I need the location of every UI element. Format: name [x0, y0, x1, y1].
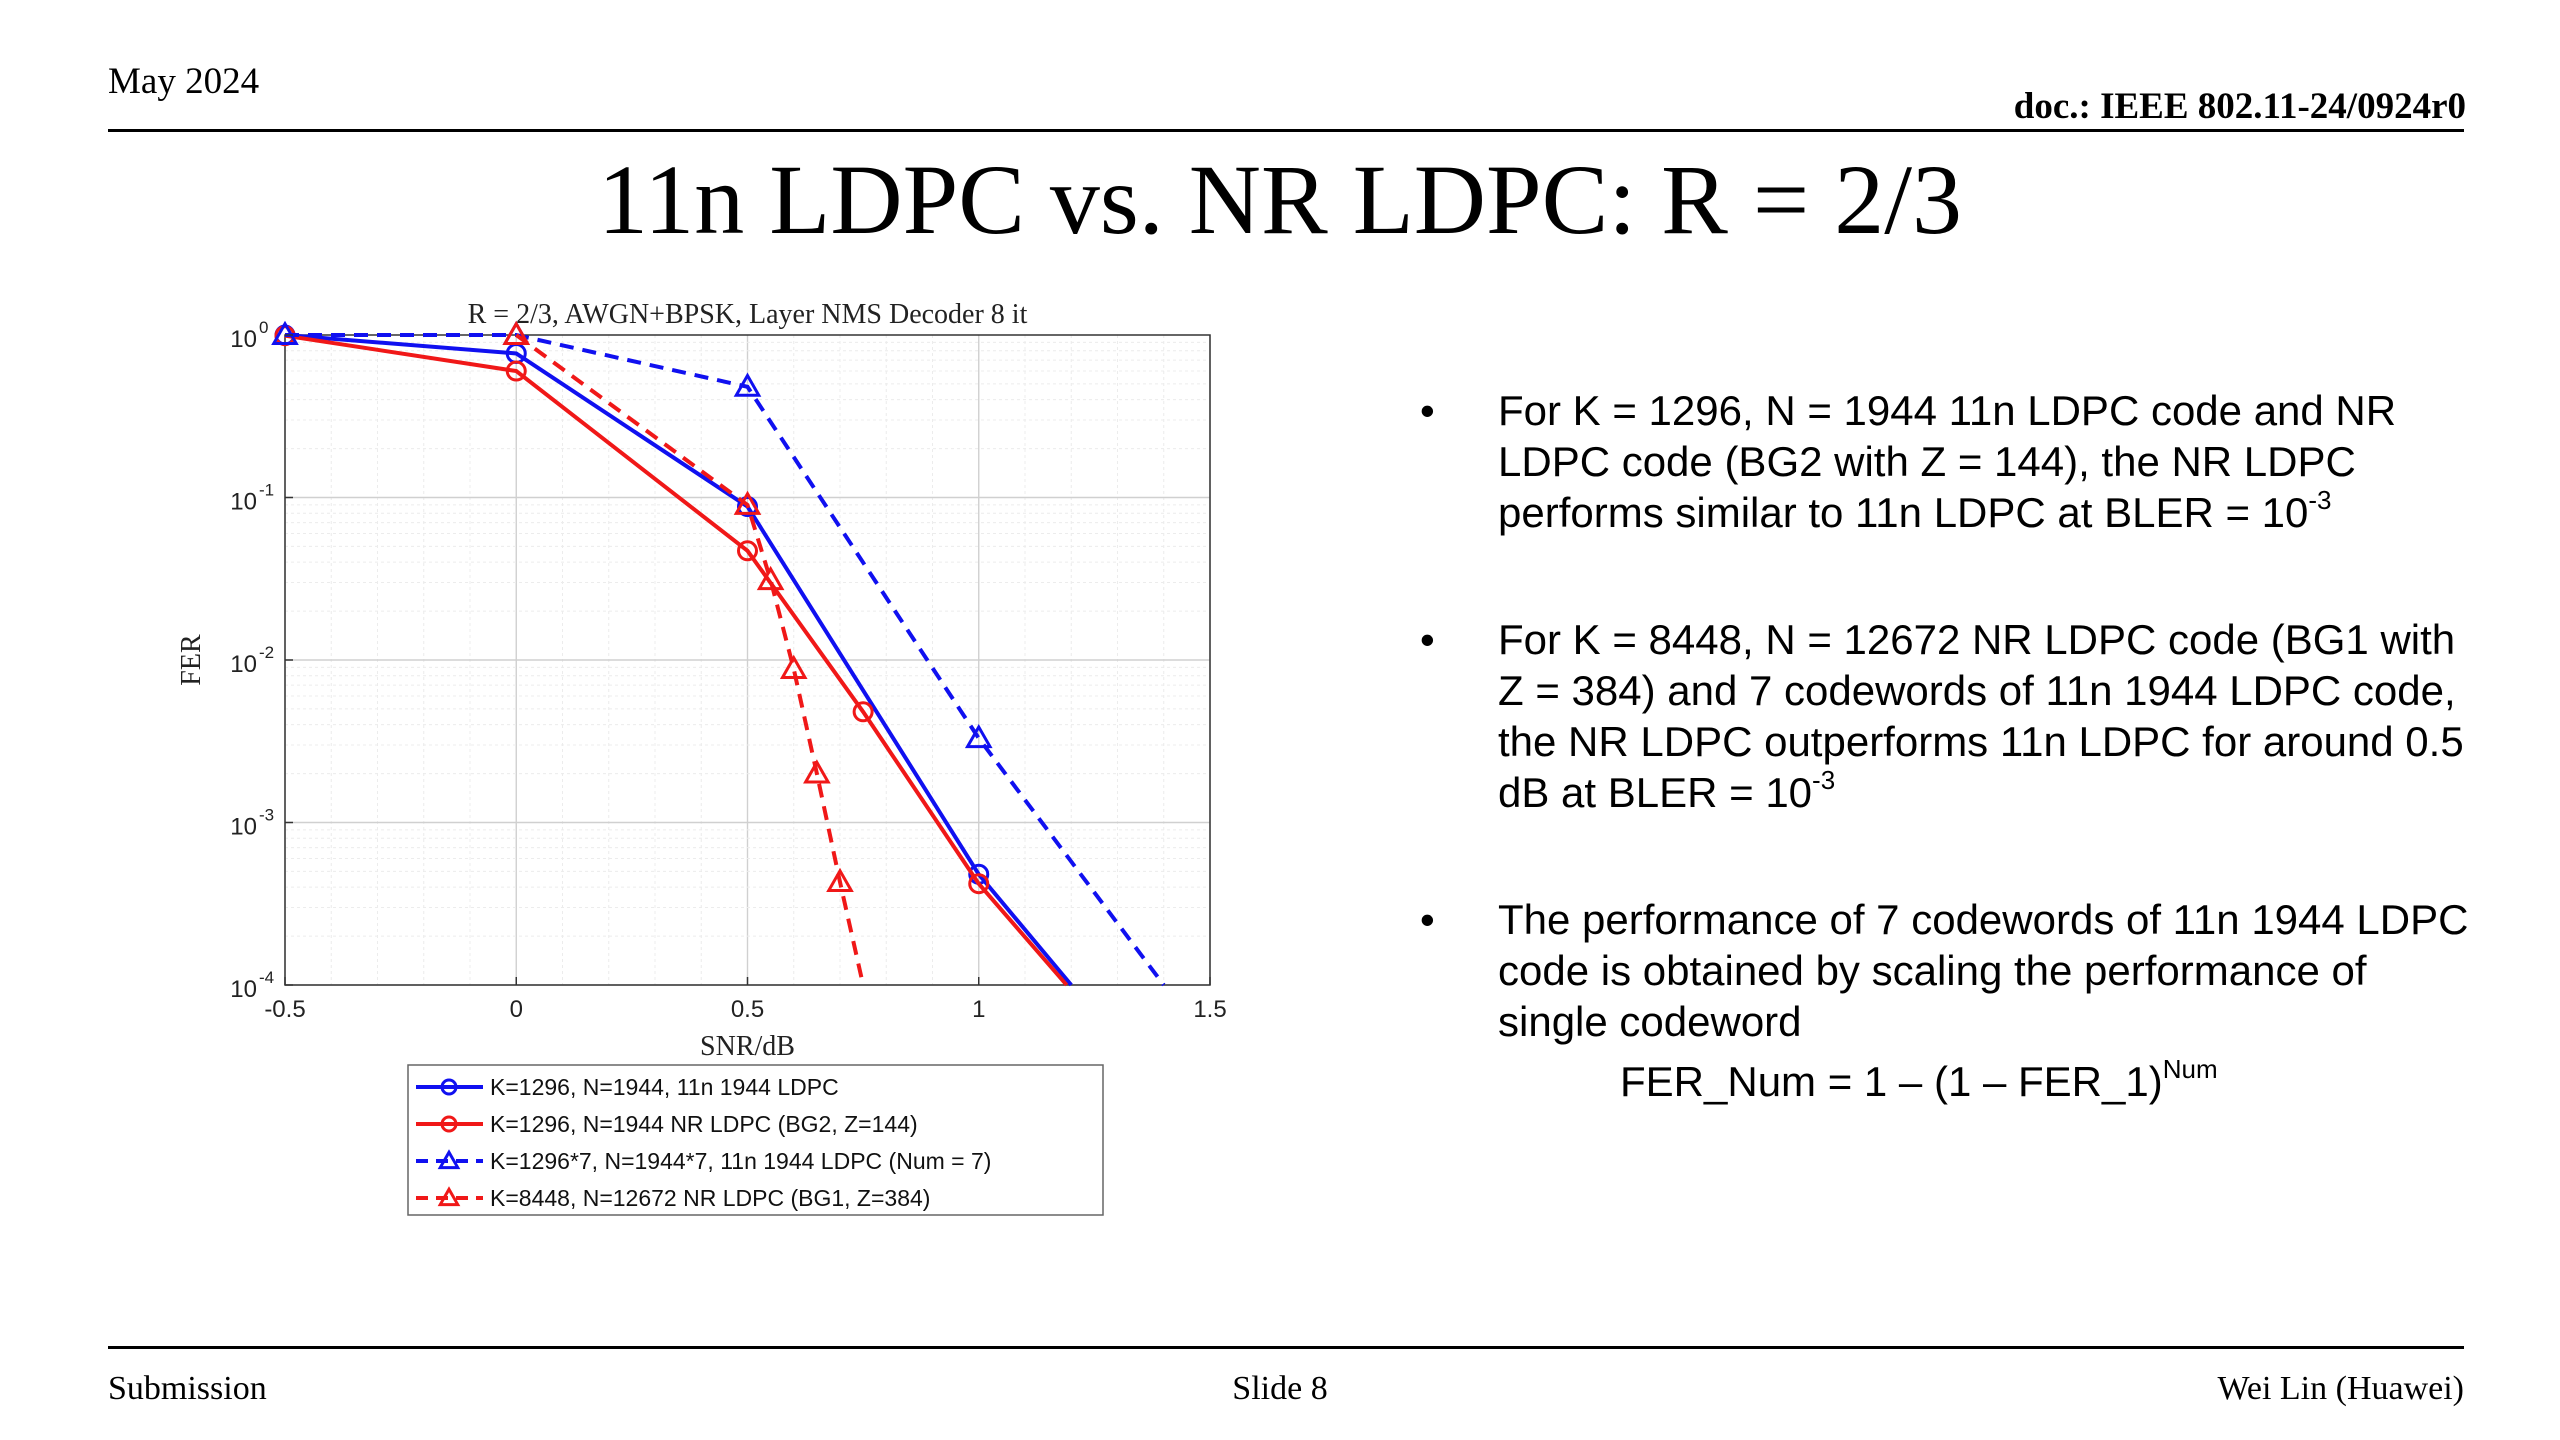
- y-tick-exponent: -1: [259, 481, 274, 500]
- data-point-circle: [852, 701, 874, 723]
- data-point-triangle: [271, 320, 299, 345]
- legend-box: [407, 1064, 1104, 1216]
- chart-legend: K=1296, N=1944, 11n 1944 LDPC K=1296, N=1…: [407, 1064, 1104, 1216]
- x-tick-label: -0.5: [264, 996, 305, 1023]
- data-point-circle: [440, 1078, 458, 1096]
- header-doc-id: doc.: IEEE 802.11-24/0924r0: [2013, 86, 2466, 127]
- header-date: May 2024: [108, 61, 260, 102]
- y-tick-label: 10: [230, 976, 257, 1003]
- bullet-item: • For K = 8448, N = 12672 NR LDPC code (…: [1420, 614, 2480, 818]
- series-line: [515, 333, 866, 986]
- y-tick-label: 10: [230, 651, 257, 678]
- x-tick-label: 0.5: [731, 996, 764, 1023]
- y-tick-exponent: 0: [259, 318, 268, 337]
- x-tick-label: 0: [510, 996, 523, 1023]
- bullet-item: • For K = 1296, N = 1944 11n LDPC code a…: [1420, 385, 2480, 538]
- data-point-triangle: [437, 1149, 461, 1170]
- bullet-superscript: -3: [1812, 765, 1836, 795]
- chart-title: R = 2/3, AWGN+BPSK, Layer NMS Decoder 8 …: [468, 299, 1028, 330]
- data-point-circle: [737, 540, 758, 562]
- formula-superscript: Num: [2162, 1054, 2218, 1084]
- y-tick-exponent: -4: [259, 968, 274, 987]
- formula: FER_Num = 1 – (1 – FER_1)Num: [1620, 1056, 2218, 1106]
- series-line: [285, 333, 1166, 987]
- slide-title: 11n LDPC vs. NR LDPC: R = 2/3: [597, 144, 1962, 255]
- chart-y-axis-label: FER: [176, 634, 207, 686]
- data-point-triangle: [803, 759, 831, 784]
- x-tick-label: 1.5: [1193, 996, 1226, 1023]
- footer-submission: Submission: [108, 1370, 267, 1407]
- bullet-superscript: -3: [2308, 485, 2332, 515]
- y-tick-label: 10: [230, 489, 257, 516]
- bullet-text: The performance of 7 codewords of 11n 19…: [1498, 896, 2469, 1045]
- bullet-marker: •: [1420, 387, 1435, 434]
- legend-label: K=8448, N=12672 NR LDPC (BG1, Z=384): [490, 1185, 930, 1211]
- data-point-circle: [505, 360, 527, 382]
- bullet-text: For K = 8448, N = 12672 NR LDPC code (BG…: [1498, 616, 2464, 816]
- data-point-triangle: [964, 723, 993, 749]
- data-point-triangle: [733, 490, 762, 515]
- footer-author: Wei Lin (Huawei): [2217, 1370, 2465, 1407]
- legend-label: K=1296, N=1944 NR LDPC (BG2, Z=144): [490, 1111, 918, 1137]
- data-point-triangle: [502, 320, 531, 345]
- data-point-triangle: [437, 1186, 461, 1207]
- y-tick-exponent: -3: [259, 806, 274, 825]
- bullet-marker: •: [1420, 616, 1435, 663]
- series-2: [274, 325, 1069, 987]
- series-line: [284, 333, 1069, 987]
- data-point-circle: [968, 873, 990, 895]
- footer-slide-number: Slide 8: [1232, 1370, 1328, 1407]
- legend-label: K=1296, N=1944, 11n 1944 LDPC: [490, 1074, 839, 1100]
- y-tick-exponent: -2: [259, 643, 274, 662]
- series-4: [502, 320, 866, 986]
- y-tick-label: 10: [230, 326, 257, 353]
- y-tick-label: 10: [230, 814, 257, 841]
- bullet-marker: •: [1420, 896, 1435, 943]
- x-tick-label: 1: [972, 996, 985, 1023]
- data-point-circle: [440, 1115, 458, 1133]
- data-point-triangle: [733, 372, 762, 397]
- data-point-triangle: [756, 565, 785, 591]
- chart-grid: [284, 335, 1211, 986]
- footer-rule: [108, 1346, 2464, 1349]
- formula-text: FER_Num = 1 – (1 – FER_1): [1620, 1058, 2163, 1105]
- bullet-text: For K = 1296, N = 1944 11n LDPC code and…: [1498, 387, 2397, 536]
- legend-label: K=1296*7, N=1944*7, 11n 1944 LDPC (Num =…: [490, 1148, 991, 1174]
- header-rule: [108, 129, 2464, 132]
- chart-x-axis-label: SNR/dB: [700, 1031, 795, 1062]
- bullet-list: • For K = 1296, N = 1944 11n LDPC code a…: [1420, 385, 2480, 1047]
- bullet-item: • The performance of 7 codewords of 11n …: [1420, 894, 2480, 1047]
- chart-series: [271, 320, 1166, 987]
- data-point-triangle: [779, 654, 808, 679]
- data-point-triangle: [826, 867, 854, 892]
